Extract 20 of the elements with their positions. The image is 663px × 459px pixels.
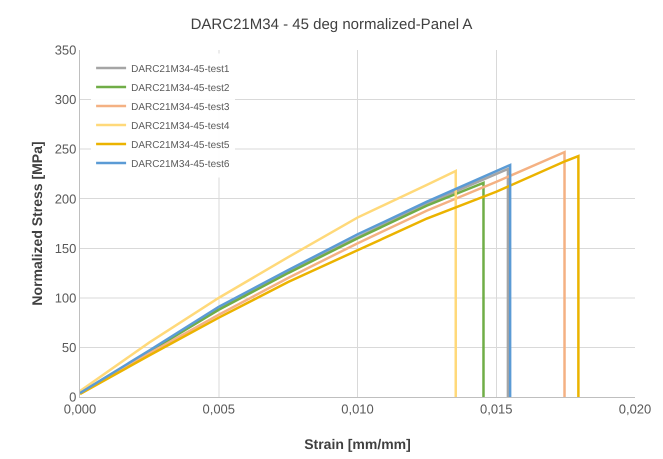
y-tick-label: 50 — [62, 340, 76, 355]
x-tick-label: 0,010 — [341, 402, 374, 417]
legend-label: DARC21M34-45-test3 — [131, 102, 230, 113]
y-tick-label: 100 — [54, 290, 76, 306]
x-tick-label: 0,015 — [480, 402, 513, 417]
legend-label: DARC21M34-45-test5 — [131, 140, 230, 151]
legend-label: DARC21M34-45-test6 — [131, 158, 230, 170]
y-tick-label: 300 — [54, 92, 76, 108]
y-tick-label: 200 — [54, 191, 76, 206]
x-tick-label: 0,020 — [618, 402, 652, 417]
y-tick-label: 150 — [54, 240, 76, 256]
legend-label: DARC21M34-45-test2 — [131, 82, 230, 94]
x-tick-label: 0,005 — [202, 402, 236, 417]
y-tick-label: 350 — [54, 42, 76, 58]
chart-title: DARC21M34 - 45 deg normalized-Panel A — [190, 16, 472, 33]
legend-label: DARC21M34-45-test1 — [131, 64, 230, 75]
y-tick-label: 250 — [54, 142, 76, 157]
y-axis-title: Normalized Stress [MPa] — [29, 141, 45, 306]
x-axis-title: Strain [mm/mm] — [304, 436, 411, 452]
legend-label: DARC21M34-45-test4 — [131, 120, 230, 132]
